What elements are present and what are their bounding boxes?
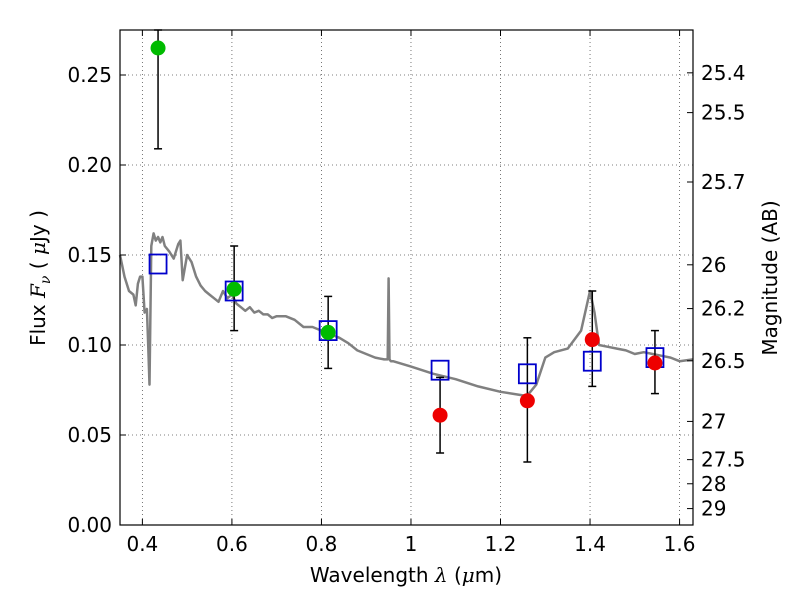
model-spectrum-line xyxy=(118,232,694,397)
red-observed-point xyxy=(432,407,448,423)
mag-tick-label: 26.2 xyxy=(701,297,746,321)
model-photometry-square xyxy=(430,359,450,381)
mag-tick-label: 26.5 xyxy=(701,349,746,373)
plot-frame xyxy=(119,29,694,526)
mag-tick-label: 27.5 xyxy=(701,448,746,472)
error-bars xyxy=(154,29,659,463)
y-tick-label: 0.05 xyxy=(67,423,112,447)
mag-tick-label: 25.5 xyxy=(701,101,746,125)
green-observed-point xyxy=(320,324,336,340)
model-photometry-square xyxy=(517,363,537,385)
y-tick-label: 0.20 xyxy=(67,153,112,177)
y-tick-label: 0.00 xyxy=(67,513,112,537)
model-photometry-square xyxy=(318,320,338,342)
axis-ticks xyxy=(120,30,693,526)
y-tick-label: 0.10 xyxy=(67,333,112,357)
mag-tick-label: 29 xyxy=(701,497,726,521)
model-spectrum xyxy=(118,232,694,397)
y-axis-label: Flux Fν ( μJy ) xyxy=(26,210,54,346)
data-markers xyxy=(148,40,665,423)
mag-tick-label: 27 xyxy=(701,409,726,433)
y-tick-label: 0.15 xyxy=(67,243,112,267)
red-observed-point xyxy=(647,355,663,371)
x-axis-label: Wavelength λ (μm) xyxy=(310,563,502,587)
model-photometry-square xyxy=(148,253,168,275)
x-tick-label: 0.8 xyxy=(306,532,338,556)
right-axis-label: Magnitude (AB) xyxy=(758,200,782,355)
model-photometry-square xyxy=(224,280,244,302)
x-tick-label: 1.6 xyxy=(664,532,696,556)
grid xyxy=(120,30,693,526)
mag-tick-label: 25.7 xyxy=(701,170,746,194)
x-tick-label: 0.4 xyxy=(126,532,158,556)
x-tick-label: 1.4 xyxy=(574,532,606,556)
green-observed-point xyxy=(226,281,242,297)
x-tick-label: 1 xyxy=(405,532,418,556)
green-observed-point xyxy=(150,40,166,56)
x-tick-label: 1.2 xyxy=(485,532,517,556)
mag-tick-label: 28 xyxy=(701,472,726,496)
mag-tick-label: 25.4 xyxy=(701,61,746,85)
red-observed-point xyxy=(584,332,600,348)
x-tick-label: 0.6 xyxy=(216,532,248,556)
red-observed-point xyxy=(519,393,535,409)
tick-labels: 0.4 0.6 0.8 1 1.2 1.4 1.6 0.00 0.05 0.10 0.15 0.20 0… xyxy=(67,61,745,556)
model-photometry-square xyxy=(582,350,602,372)
y-tick-label: 0.25 xyxy=(67,63,112,87)
mag-tick-label: 26 xyxy=(701,253,726,277)
